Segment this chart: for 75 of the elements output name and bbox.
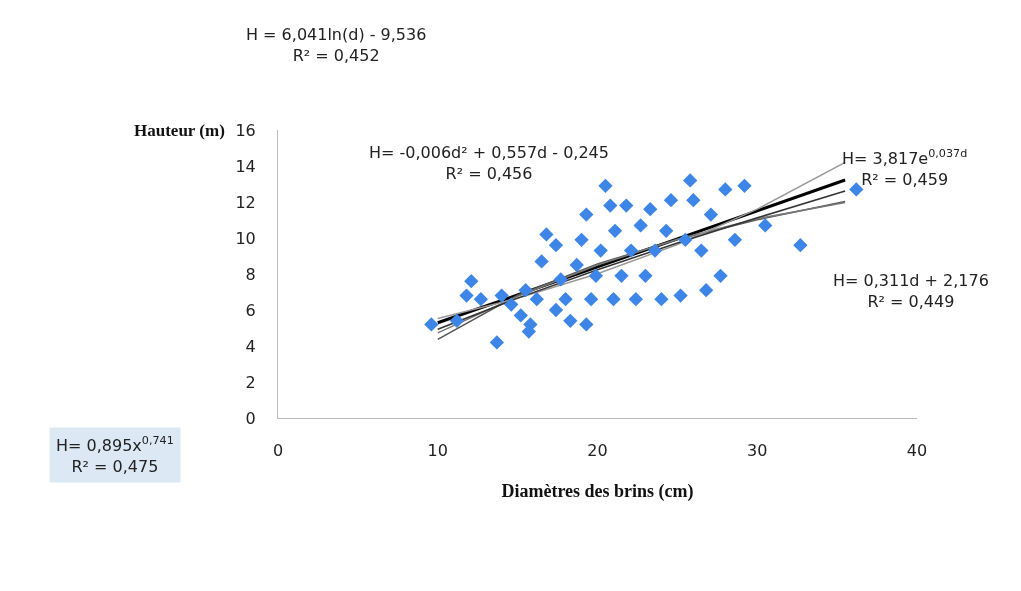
point (579, 317, 594, 332)
point (793, 238, 808, 253)
point (694, 243, 709, 258)
point (494, 288, 509, 303)
y-tick-label: 2 (245, 372, 256, 392)
point (663, 193, 679, 208)
point (449, 313, 465, 328)
point (686, 193, 701, 208)
point (849, 182, 864, 197)
point (654, 292, 669, 307)
point (529, 292, 544, 307)
annotation: H= -0,006d² + 0,557d - 0,245 R² = 0,456 (369, 143, 609, 183)
x-tick-label: 30 (747, 441, 768, 461)
point (473, 292, 489, 307)
x-tick-label: 20 (587, 441, 608, 461)
point (518, 283, 533, 298)
y-tick-label: 12 (235, 192, 256, 212)
point (737, 178, 752, 193)
point (534, 254, 549, 269)
y-axis-title: Hauteur (m) (134, 121, 225, 140)
point (424, 317, 439, 332)
text: H= 0,895x$^{0,741}$ R² = 0,475 (56, 434, 174, 476)
point (603, 198, 618, 213)
point (583, 292, 599, 307)
text: H = 6,041ln(d) - 9,536 R² = 0,452 (246, 25, 427, 65)
point (574, 232, 589, 247)
point (588, 268, 604, 283)
point (758, 218, 773, 233)
x-axis-title: Diamètres des brins (cm) (501, 481, 694, 503)
point (633, 218, 648, 233)
point (459, 288, 474, 303)
point (569, 257, 584, 273)
point (698, 283, 714, 298)
point (598, 178, 613, 193)
point (727, 232, 743, 247)
point (638, 268, 653, 283)
point (619, 198, 634, 213)
point (553, 272, 568, 287)
point (647, 243, 663, 258)
y-tick-label: 14 (235, 156, 256, 176)
point (643, 202, 658, 217)
x-tick-label: 40 (906, 441, 928, 461)
y-tick-label: 16 (235, 120, 256, 140)
point (548, 302, 564, 318)
y-tick-label: 0 (245, 408, 256, 428)
point (513, 308, 528, 323)
point (606, 292, 621, 307)
point (713, 268, 728, 283)
y-tick-label: 6 (245, 300, 256, 320)
point (683, 173, 698, 188)
y-tick-label: 8 (245, 264, 256, 284)
point (623, 243, 639, 258)
x-tick-label: 10 (427, 441, 448, 461)
point (558, 292, 573, 307)
point (464, 274, 479, 289)
point (678, 232, 693, 247)
point (703, 207, 719, 222)
point (579, 207, 594, 222)
point (614, 268, 629, 283)
point (489, 335, 505, 350)
point (673, 288, 688, 303)
point (563, 313, 578, 328)
y-tick-label: 10 (235, 228, 256, 248)
point (607, 223, 623, 238)
y-tick-label: 4 (245, 336, 256, 356)
point (548, 238, 564, 253)
point (593, 243, 608, 258)
point (628, 292, 643, 307)
x-tick-label: 0 (272, 441, 284, 461)
annotation: H= 3,817e$^{0,037d}$ R² = 0,459 (842, 147, 968, 189)
annotation: H= 0,311d + 2,176 R² = 0,449 (833, 271, 989, 311)
point (659, 223, 674, 238)
point (504, 297, 519, 312)
point (539, 227, 554, 242)
point (718, 182, 733, 197)
